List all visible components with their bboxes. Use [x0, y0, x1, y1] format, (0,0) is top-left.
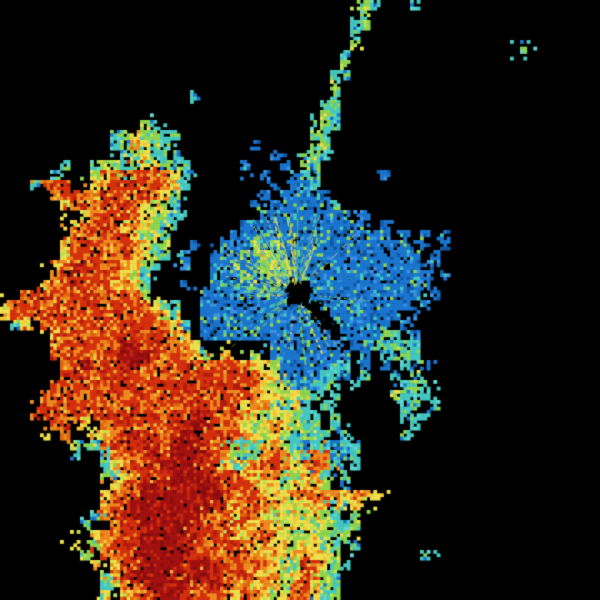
radar-reflectivity-canvas	[0, 0, 600, 600]
radar-image	[0, 0, 600, 600]
